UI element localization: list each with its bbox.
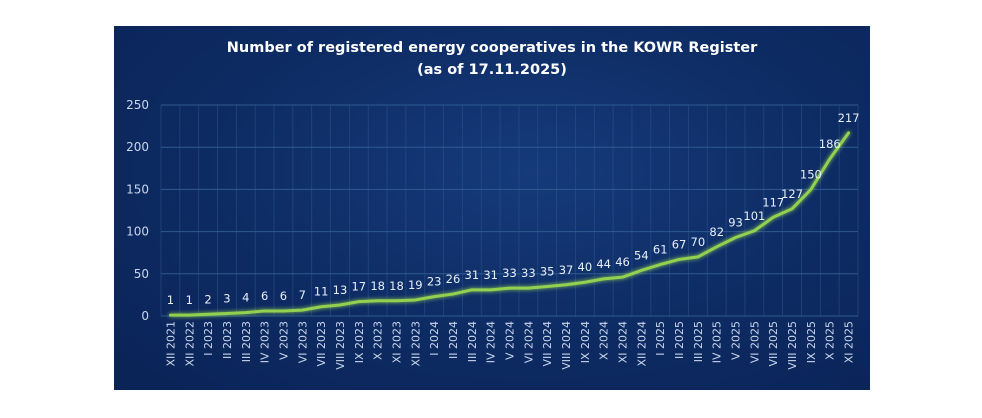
data-label: 46 (615, 255, 630, 269)
x-tick-label: I 2024 (428, 321, 441, 356)
data-label: 23 (427, 275, 442, 289)
x-tick-label: II 2025 (673, 321, 686, 359)
x-tick-label: VI 2025 (748, 321, 761, 363)
data-label: 17 (351, 280, 366, 294)
x-tick-label: II 2023 (221, 321, 234, 359)
x-tick-label: XII 2022 (183, 321, 196, 367)
data-label: 93 (728, 216, 743, 230)
chart-title: Number of registered energy cooperatives… (226, 40, 758, 56)
x-tick-label: IV 2023 (259, 321, 272, 363)
data-label: 18 (389, 279, 404, 293)
x-tick-label: VII 2024 (541, 321, 554, 367)
x-tick-label: III 2023 (240, 321, 253, 362)
y-tick-label: 0 (141, 309, 149, 323)
data-label: 3 (223, 291, 230, 305)
x-tick-label: VII 2025 (767, 321, 780, 367)
data-label: 127 (781, 187, 803, 201)
x-tick-label: IX 2024 (579, 321, 592, 363)
x-tick-label: II 2024 (447, 321, 460, 359)
x-tick-label: I 2023 (202, 321, 215, 356)
data-label: 31 (465, 268, 480, 282)
x-tick-label: III 2024 (466, 321, 479, 362)
x-tick-label: VIII 2025 (786, 321, 799, 370)
x-tick-label: XII 2024 (635, 321, 648, 367)
x-tick-label: XI 2025 (843, 321, 856, 363)
chart-subtitle: (as of 17.11.2025) (417, 62, 567, 78)
data-label: 186 (819, 137, 841, 151)
y-tick-label: 250 (126, 98, 149, 112)
x-tick-label: III 2025 (692, 321, 705, 362)
data-label: 31 (483, 268, 498, 282)
data-label: 18 (370, 279, 385, 293)
data-label: 61 (653, 243, 668, 257)
chart-plot: 0 50 100 150 200 250 XII 2021 XII 2022 I 2023 II … (126, 98, 860, 370)
data-label: 4 (242, 291, 249, 305)
data-label: 19 (408, 278, 423, 292)
chart-panel: Number of registered energy cooperatives… (114, 26, 870, 390)
data-label: 35 (540, 264, 555, 278)
x-tick-label: XI 2023 (390, 321, 403, 363)
x-tick-label: XII 2021 (164, 321, 177, 367)
x-tick-label: IX 2023 (353, 321, 366, 363)
data-label: 117 (762, 195, 784, 209)
y-tick-label: 150 (126, 182, 149, 196)
y-tick-label: 100 (126, 225, 149, 239)
x-tick-label: IV 2024 (485, 321, 498, 363)
data-label: 1 (186, 293, 193, 307)
x-tick-label: XII 2023 (409, 321, 422, 367)
x-tick-label: I 2025 (654, 321, 667, 356)
data-label: 40 (578, 260, 593, 274)
x-tick-label: VIII 2023 (334, 321, 347, 370)
data-label: 44 (596, 257, 611, 271)
data-label: 7 (299, 288, 306, 302)
x-tick-label: VI 2023 (296, 321, 309, 363)
x-tick-label: V 2025 (730, 321, 743, 360)
y-tick-label: 200 (126, 140, 149, 154)
x-tick-label: XI 2024 (617, 321, 630, 363)
data-label: 33 (521, 266, 536, 280)
data-label: 217 (838, 111, 860, 125)
data-label: 37 (559, 263, 574, 277)
x-tick-label: VI 2024 (522, 321, 535, 363)
x-tick-label: X 2025 (824, 321, 837, 360)
x-tick-label: V 2023 (277, 321, 290, 360)
data-label: 33 (502, 266, 517, 280)
data-label: 67 (672, 237, 687, 251)
data-label: 2 (204, 292, 211, 306)
x-tick-label: V 2024 (504, 321, 517, 360)
data-label: 13 (333, 283, 348, 297)
x-tick-label: VII 2023 (315, 321, 328, 367)
data-label: 54 (634, 248, 649, 262)
data-label: 6 (280, 289, 287, 303)
y-tick-label: 50 (134, 267, 149, 281)
data-label: 70 (691, 235, 706, 249)
data-label: 11 (314, 285, 329, 299)
data-label: 6 (261, 289, 268, 303)
x-tick-label: IX 2025 (805, 321, 818, 363)
x-tick-label: VIII 2024 (560, 321, 573, 370)
x-tick-label: X 2023 (372, 321, 385, 360)
data-label: 1 (167, 293, 174, 307)
data-label: 82 (709, 225, 724, 239)
series-line (168, 131, 851, 317)
data-label: 26 (446, 272, 461, 286)
data-label: 101 (743, 209, 765, 223)
data-label: 150 (800, 167, 822, 181)
x-tick-label: X 2024 (598, 321, 611, 360)
x-tick-label: IV 2025 (711, 321, 724, 363)
